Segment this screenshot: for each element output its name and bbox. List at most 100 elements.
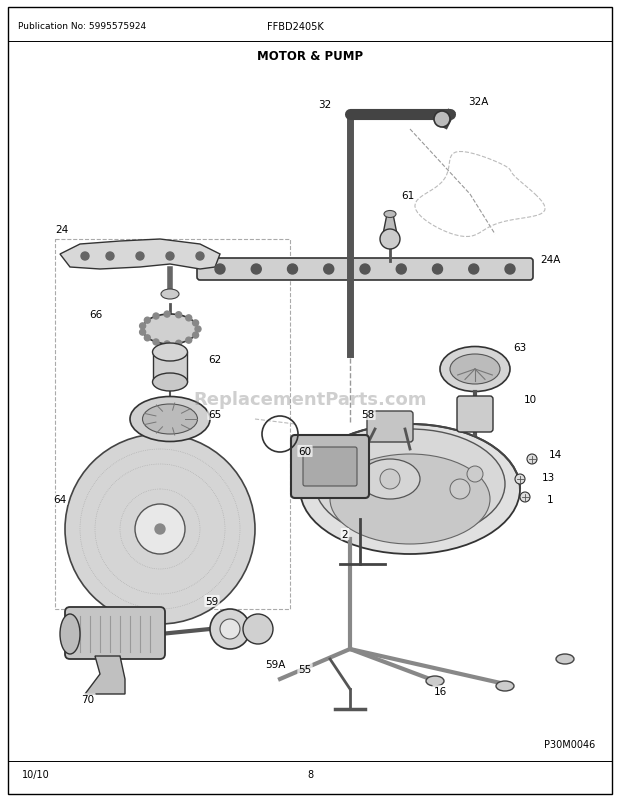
Ellipse shape bbox=[440, 347, 510, 392]
Circle shape bbox=[144, 335, 150, 342]
Text: 63: 63 bbox=[513, 342, 526, 353]
Circle shape bbox=[515, 475, 525, 484]
Circle shape bbox=[210, 610, 250, 649]
Ellipse shape bbox=[60, 614, 80, 654]
Text: 55: 55 bbox=[298, 664, 312, 674]
Ellipse shape bbox=[153, 374, 187, 391]
FancyBboxPatch shape bbox=[197, 259, 533, 281]
Text: P30M0046: P30M0046 bbox=[544, 739, 595, 749]
Text: MOTOR & PUMP: MOTOR & PUMP bbox=[257, 50, 363, 63]
Bar bbox=[55, 240, 290, 610]
Ellipse shape bbox=[330, 455, 490, 545]
FancyBboxPatch shape bbox=[457, 396, 493, 432]
Circle shape bbox=[380, 229, 400, 249]
Circle shape bbox=[288, 265, 298, 274]
Circle shape bbox=[81, 253, 89, 261]
Circle shape bbox=[527, 455, 537, 464]
Circle shape bbox=[166, 253, 174, 261]
Circle shape bbox=[144, 318, 150, 324]
FancyBboxPatch shape bbox=[303, 448, 357, 486]
Ellipse shape bbox=[556, 654, 574, 664]
Ellipse shape bbox=[496, 681, 514, 691]
Circle shape bbox=[380, 469, 400, 489]
FancyBboxPatch shape bbox=[65, 607, 165, 659]
Text: 66: 66 bbox=[89, 310, 103, 320]
Text: Publication No: 5995575924: Publication No: 5995575924 bbox=[18, 22, 146, 31]
Circle shape bbox=[193, 321, 198, 326]
Polygon shape bbox=[85, 656, 125, 695]
Circle shape bbox=[434, 111, 450, 128]
Ellipse shape bbox=[153, 343, 187, 362]
Text: 32: 32 bbox=[319, 100, 332, 110]
Text: 70: 70 bbox=[81, 695, 95, 704]
Text: ReplacementParts.com: ReplacementParts.com bbox=[193, 391, 427, 408]
Text: 13: 13 bbox=[541, 472, 555, 482]
Polygon shape bbox=[60, 240, 220, 269]
FancyBboxPatch shape bbox=[291, 435, 369, 498]
Circle shape bbox=[140, 323, 146, 330]
Text: 60: 60 bbox=[298, 447, 312, 456]
Circle shape bbox=[65, 435, 255, 624]
Circle shape bbox=[360, 265, 370, 274]
Ellipse shape bbox=[384, 211, 396, 218]
Text: 2: 2 bbox=[342, 529, 348, 539]
Text: 62: 62 bbox=[208, 354, 221, 365]
Ellipse shape bbox=[161, 290, 179, 300]
Circle shape bbox=[135, 504, 185, 554]
Text: 8: 8 bbox=[307, 769, 313, 779]
Circle shape bbox=[193, 333, 198, 338]
Circle shape bbox=[433, 265, 443, 274]
Text: 58: 58 bbox=[361, 410, 374, 419]
Text: 24A: 24A bbox=[540, 255, 560, 265]
Text: 1: 1 bbox=[547, 494, 553, 504]
Text: 10: 10 bbox=[523, 395, 536, 404]
Circle shape bbox=[243, 614, 273, 644]
Circle shape bbox=[186, 315, 192, 322]
Ellipse shape bbox=[426, 676, 444, 687]
Text: 32A: 32A bbox=[468, 97, 488, 107]
Text: 24: 24 bbox=[55, 225, 69, 235]
Circle shape bbox=[153, 314, 159, 320]
Text: 61: 61 bbox=[401, 191, 415, 200]
Circle shape bbox=[186, 338, 192, 344]
Circle shape bbox=[520, 492, 530, 502]
Text: 59A: 59A bbox=[265, 659, 285, 669]
Circle shape bbox=[195, 326, 201, 333]
Ellipse shape bbox=[143, 404, 198, 435]
Circle shape bbox=[220, 619, 240, 639]
Ellipse shape bbox=[130, 397, 210, 442]
Text: 16: 16 bbox=[433, 687, 446, 696]
Ellipse shape bbox=[450, 354, 500, 384]
Circle shape bbox=[153, 339, 159, 346]
FancyBboxPatch shape bbox=[153, 353, 187, 383]
Circle shape bbox=[469, 265, 479, 274]
Ellipse shape bbox=[315, 429, 505, 539]
Circle shape bbox=[467, 467, 483, 482]
Circle shape bbox=[164, 312, 170, 318]
Text: 65: 65 bbox=[208, 410, 221, 419]
FancyBboxPatch shape bbox=[367, 411, 413, 443]
Text: 10/10: 10/10 bbox=[22, 769, 50, 779]
Circle shape bbox=[175, 312, 182, 318]
Ellipse shape bbox=[143, 314, 198, 345]
Polygon shape bbox=[382, 215, 398, 240]
Circle shape bbox=[164, 342, 170, 347]
Text: 59: 59 bbox=[205, 596, 219, 606]
Circle shape bbox=[505, 265, 515, 274]
Circle shape bbox=[106, 253, 114, 261]
Circle shape bbox=[136, 253, 144, 261]
Circle shape bbox=[140, 330, 146, 336]
Ellipse shape bbox=[360, 460, 420, 500]
Circle shape bbox=[175, 341, 182, 346]
Circle shape bbox=[215, 265, 225, 274]
Circle shape bbox=[450, 480, 470, 500]
Text: 14: 14 bbox=[548, 449, 562, 460]
Text: 64: 64 bbox=[53, 494, 66, 504]
Circle shape bbox=[324, 265, 334, 274]
Circle shape bbox=[196, 253, 204, 261]
Circle shape bbox=[155, 525, 165, 534]
Ellipse shape bbox=[300, 424, 520, 554]
Circle shape bbox=[396, 265, 406, 274]
Text: FFBD2405K: FFBD2405K bbox=[267, 22, 324, 32]
Circle shape bbox=[251, 265, 261, 274]
